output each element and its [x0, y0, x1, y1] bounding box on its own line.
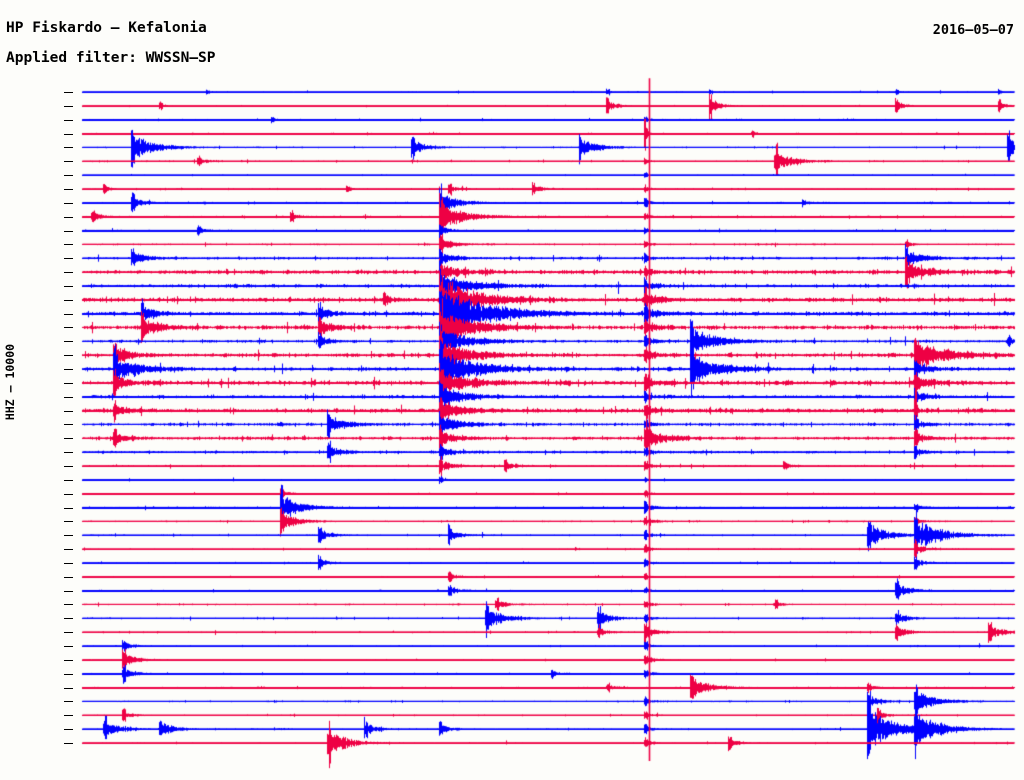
time-axis-labels: 00:0000:3001:0001:3002:0002:3003:0003:30…	[0, 0, 62, 780]
